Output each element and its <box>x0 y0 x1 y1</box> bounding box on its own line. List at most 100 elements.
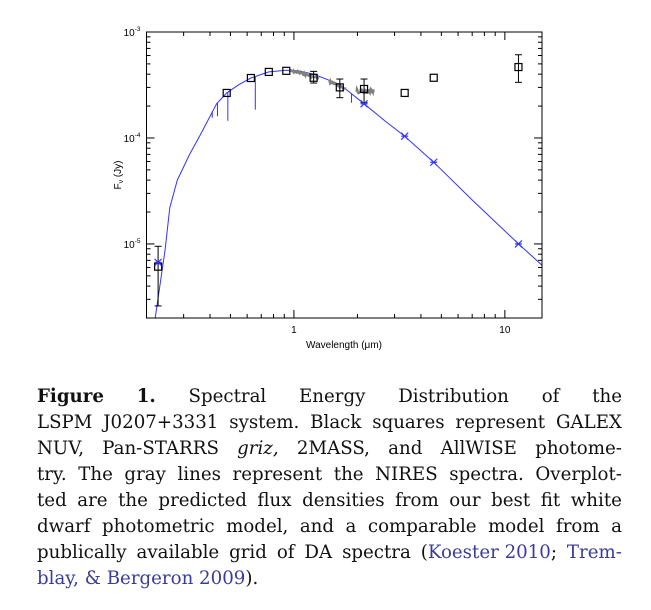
x-tick-label: 1 <box>291 325 297 336</box>
caption-word: Pan-STARRS <box>102 438 219 459</box>
model-point <box>360 99 368 108</box>
caption-word: the <box>592 386 622 407</box>
model-point <box>154 258 163 267</box>
caption-word: predicted <box>158 490 247 511</box>
caption-line: NUV, Pan-STARRS griz, 2MASS, and AllWISE photo… <box>37 436 622 462</box>
caption-word: represent <box>232 464 323 485</box>
caption-line: LSPM J0207+3331 system. Black squares represe… <box>37 410 622 436</box>
y-axis-label: Fν (Jy) <box>113 160 125 189</box>
plot-area <box>146 31 543 319</box>
sed-chart: Wavelength (μm) Fν (Jy) 1 10 10-3 10-4 10-5 <box>113 26 543 351</box>
citation-link[interactable]: Trem- <box>566 542 622 563</box>
caption-word: are <box>77 490 108 511</box>
caption-line: ted are the predicted flux densities from our be… <box>37 488 622 514</box>
nires-spectrum <box>288 68 320 81</box>
y-tick-label: 10-4 <box>124 132 141 145</box>
caption-word: system. <box>229 412 300 433</box>
caption-word: Figure <box>37 386 104 407</box>
photometry-point-g <box>222 88 231 98</box>
caption-word[interactable]: (Koester 2010; <box>420 542 557 563</box>
caption-line: blay, & Bergeron 2009). <box>37 566 622 592</box>
caption-word: flux <box>257 490 292 511</box>
caption-word: The <box>78 464 113 485</box>
caption-word: the <box>118 490 148 511</box>
x-axis-label: Wavelength (μm) <box>306 340 382 351</box>
citation-link[interactable]: blay, & Bergeron 2009 <box>37 568 246 589</box>
photometry-point-z <box>282 66 291 75</box>
caption-word: gray <box>124 464 166 485</box>
caption-word: model, <box>226 516 289 537</box>
plot-frame <box>146 31 543 319</box>
photometry-point-j <box>309 73 318 82</box>
caption-line: try. The gray lines represent the NIRES spectra… <box>37 462 622 488</box>
caption-word: represent <box>455 412 546 433</box>
model-point <box>514 240 523 248</box>
photometry-point-h <box>335 83 344 92</box>
citation-link[interactable]: Koester 2010 <box>427 542 551 563</box>
caption-line: publically available grid of DA spectra (Koest… <box>37 540 622 566</box>
caption-word: of <box>541 386 560 407</box>
caption-word: and <box>388 438 423 459</box>
caption-word: Black <box>310 412 362 433</box>
photometry-point-w2 <box>429 73 438 82</box>
asterisk-stroke <box>400 132 409 141</box>
caption-word: from <box>556 516 600 537</box>
photometry-point-k <box>359 84 369 94</box>
model-point <box>429 158 438 167</box>
caption-word: and <box>299 516 335 537</box>
photometry-point-w3 <box>514 62 523 72</box>
caption-word: squares <box>372 412 445 433</box>
caption-word: of <box>276 542 295 563</box>
caption-word: NIRES <box>375 464 438 485</box>
caption-word: LSPM <box>37 412 93 433</box>
caption-word: photometric <box>102 516 215 537</box>
caption-word: DA <box>304 542 333 563</box>
caption-word: AllWISE <box>440 438 517 459</box>
caption-line: Figure 1. Spectral Energy Distribution of the <box>37 384 622 410</box>
caption-word: available <box>136 542 220 563</box>
caption-word: griz, <box>237 438 279 459</box>
photometry-point-r <box>246 73 255 83</box>
caption-word: 2MASS, <box>296 438 370 459</box>
caption-word: fit <box>540 490 561 511</box>
caption-word: a <box>611 516 622 537</box>
caption-word: white <box>570 490 622 511</box>
caption-word: Distribution <box>398 386 509 407</box>
caption-word: GALEX <box>555 412 622 433</box>
caption-word: 1. <box>136 386 156 407</box>
photometry-point-i <box>264 67 273 77</box>
caption-word: comparable <box>367 516 477 537</box>
caption-word: densities <box>302 490 385 511</box>
photometry-point-w1 <box>400 88 409 98</box>
model-point <box>400 132 409 141</box>
caption-word: Overplot- <box>535 464 622 485</box>
model-curve <box>154 69 542 318</box>
asterisk-stroke <box>429 158 438 167</box>
caption-word: grid <box>229 542 267 563</box>
caption-word: spectra <box>342 542 411 563</box>
caption-word: spectra. <box>449 464 524 485</box>
y-tick-label: 10-3 <box>124 26 141 39</box>
caption-word: NUV, <box>37 438 84 459</box>
y-tick-label: 10-5 <box>124 238 141 251</box>
caption-word: our <box>449 490 481 511</box>
caption-word: the <box>333 464 364 485</box>
asterisk-stroke <box>154 258 163 267</box>
caption-word: publically <box>37 542 127 563</box>
caption-word: lines <box>177 464 221 485</box>
caption-word: J0207+3331 <box>103 412 219 433</box>
caption-word: ). <box>245 568 259 589</box>
caption-word: from <box>395 490 439 511</box>
caption-word: Spectral <box>188 386 267 407</box>
figure-caption: Figure 1. Spectral Energy Distribution of the L… <box>37 384 622 592</box>
asterisk-stroke <box>360 99 368 108</box>
asterisk-stroke <box>514 240 523 248</box>
caption-line: dwarf photometric model, and a comparable mode… <box>37 514 622 540</box>
nires-spectrum <box>355 85 375 97</box>
caption-word: a <box>345 516 357 537</box>
caption-word: model <box>488 516 545 537</box>
caption-word: photome- <box>535 438 622 459</box>
caption-word: best <box>491 490 531 511</box>
caption-word: Energy <box>299 386 366 407</box>
caption-word: try. <box>37 464 67 485</box>
